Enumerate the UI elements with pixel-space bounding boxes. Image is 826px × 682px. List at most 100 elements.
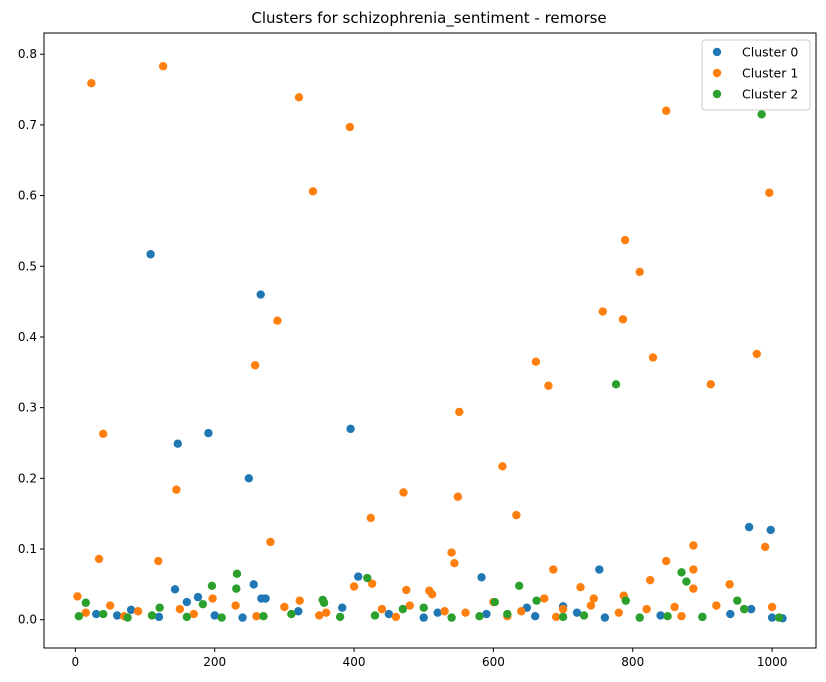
cluster-0-point — [354, 572, 363, 581]
cluster-2-point — [287, 609, 296, 619]
cluster-1-point — [706, 380, 715, 389]
cluster-1-point — [402, 585, 411, 595]
cluster-0-point — [744, 522, 754, 532]
cluster-2-point — [123, 613, 132, 622]
cluster-0-point — [433, 608, 442, 617]
cluster-0-point — [193, 592, 203, 602]
cluster-0-point — [294, 607, 303, 616]
cluster-1-point — [154, 556, 163, 566]
cluster-2-point — [558, 612, 568, 622]
cluster-0-point — [204, 428, 213, 438]
cluster-0-point — [146, 250, 155, 259]
cluster-1-point — [642, 604, 651, 614]
cluster-2-point — [447, 613, 456, 622]
cluster-0-point — [346, 424, 355, 434]
cluster-2-point — [335, 612, 345, 622]
cluster-1-point — [315, 611, 324, 620]
cluster-1-point — [405, 601, 414, 610]
cluster-2-point — [398, 604, 408, 614]
cluster-2-point — [419, 603, 428, 612]
cluster-2-point — [182, 612, 192, 622]
cluster-2-point — [611, 380, 621, 389]
cluster-0-point — [595, 565, 604, 574]
cluster-0-point — [173, 439, 182, 448]
legend-box — [701, 39, 811, 111]
chart-title: Clusters for schizophrenia_sentiment - r… — [251, 9, 606, 28]
cluster-1-point — [648, 353, 658, 362]
cluster-0-point — [112, 611, 122, 620]
cluster-2-point — [198, 599, 208, 609]
cluster-1-point — [689, 541, 698, 550]
cluster-2-point — [475, 611, 484, 621]
cluster-2-point — [682, 577, 691, 586]
cluster-2-point — [621, 596, 630, 605]
cluster-1-point — [133, 607, 143, 616]
cluster-0-point — [477, 573, 486, 582]
y-tick-label: 0.3 — [18, 401, 37, 415]
cluster-1-point — [544, 381, 553, 390]
cluster-1-point — [558, 604, 568, 614]
cluster-1-point — [576, 583, 585, 592]
cluster-0-point — [210, 611, 219, 620]
x-tick-label: 1000 — [757, 655, 788, 669]
cluster-1-point — [99, 429, 108, 439]
cluster-0-point — [338, 603, 347, 612]
cluster-1-point — [586, 601, 596, 610]
cluster-0-point — [261, 594, 270, 603]
cluster-0-point — [419, 613, 428, 622]
legend-label: Cluster 2 — [742, 87, 798, 102]
cluster-1-point — [662, 556, 671, 566]
cluster-0-point — [572, 608, 582, 617]
cluster-1-point — [645, 575, 655, 585]
cluster-1-point — [266, 537, 275, 547]
cluster-2-point — [579, 611, 589, 620]
cluster-1-point — [760, 542, 770, 552]
cluster-1-point — [172, 485, 181, 494]
cluster-1-point — [618, 315, 628, 324]
cluster-2-point — [99, 609, 108, 619]
x-tick-label: 0 — [72, 655, 80, 669]
cluster-0-point — [238, 613, 247, 622]
cluster-1-point — [752, 349, 761, 359]
cluster-2-point — [698, 612, 707, 622]
cluster-1-point — [252, 611, 261, 621]
y-tick-label: 0.0 — [18, 613, 37, 627]
cluster-1-point — [765, 188, 774, 197]
cluster-1-point — [517, 607, 526, 616]
cluster-1-point — [450, 558, 459, 568]
cluster-2-point — [740, 604, 749, 614]
y-axis: 0.0 0.1 0.2 0.3 0.4 0.5 0.6 0.7 0.8 — [18, 47, 44, 627]
cluster-0-point — [766, 525, 775, 535]
cluster-1-point — [175, 604, 185, 614]
cluster-0-point — [600, 613, 610, 622]
cluster-2-point — [503, 609, 512, 619]
cluster-2-point — [635, 613, 644, 622]
cluster-1-point — [531, 357, 541, 366]
cluster-1-point — [295, 596, 304, 605]
cluster-2-point — [232, 569, 242, 578]
cluster-0-point — [656, 611, 665, 620]
cluster-1-point — [440, 607, 449, 616]
cluster-1-point — [158, 62, 168, 71]
cluster-1-point — [670, 602, 679, 612]
cluster-1-point — [280, 602, 289, 612]
y-tick-label: 0.4 — [18, 330, 37, 344]
cluster-2-point — [81, 598, 91, 607]
cluster-1-point — [725, 580, 734, 589]
cluster-2-point — [319, 598, 329, 607]
cluster-1-point — [551, 612, 561, 622]
cluster-1-point — [620, 235, 630, 245]
cluster-1-point — [677, 611, 686, 621]
y-tick-label: 0.1 — [18, 542, 37, 556]
cluster-0-point — [747, 604, 756, 614]
cluster-2-point — [532, 596, 541, 605]
cluster-1-point — [321, 608, 331, 617]
legend-marker — [712, 68, 722, 78]
cluster-0-point — [126, 605, 136, 615]
cluster-1-point — [512, 510, 521, 520]
cluster-1-point — [549, 565, 558, 574]
cluster-1-point — [767, 602, 777, 612]
cluster-1-point — [367, 579, 377, 588]
x-tick-label: 200 — [203, 655, 226, 669]
cluster-0-point — [92, 609, 101, 619]
